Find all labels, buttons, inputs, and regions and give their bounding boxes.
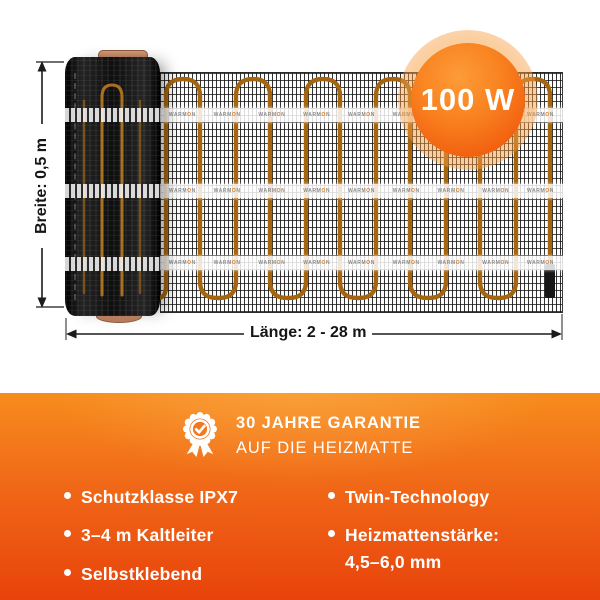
- info-panel: 30 JAHRE GARANTIE AUF DIE HEIZMATTE Schu…: [0, 393, 600, 600]
- tape-brand-text: WARMON: [392, 260, 420, 266]
- tape-brand-text: WARMON: [168, 260, 196, 266]
- feature-item: 3–4 m Kaltleiter: [64, 522, 314, 548]
- tape-brand-text: WARMON: [527, 188, 554, 194]
- feature-item: Heizmattenstärke: 4,5–6,0 mm: [328, 522, 578, 575]
- roll-tape-band: [65, 184, 160, 198]
- feature-item: Selbstklebend: [64, 561, 314, 587]
- bullet-dot-icon: [64, 530, 71, 538]
- tape-brand-text: WARMON: [347, 260, 375, 266]
- tape-brand-text: WARMON: [437, 260, 465, 266]
- tape-brand-text: WARMON: [392, 188, 420, 194]
- length-dimension-label: Länge: 2 - 28 m: [244, 323, 373, 343]
- guarantee-text: 30 JAHRE GARANTIE AUF DIE HEIZMATTE: [236, 414, 421, 458]
- guarantee-block: 30 JAHRE GARANTIE AUF DIE HEIZMATTE: [0, 409, 600, 463]
- tape-brand-text: WARMON: [482, 188, 510, 194]
- tape-brand-text: WARMON: [213, 188, 241, 194]
- tape-brand-text: WARMON: [482, 260, 510, 266]
- power-badge-label: 100 W: [420, 82, 516, 117]
- tape-brand-text: WARMON: [527, 260, 554, 266]
- feature-list-right: Twin-Technology Heizmattenstärke: 4,5–6,0…: [328, 484, 578, 587]
- power-badge: 100 W: [411, 43, 525, 157]
- feature-label: Twin-Technology: [345, 487, 490, 507]
- tape-brand-text: WARMON: [168, 188, 196, 194]
- tape-brand-text: WARMON: [258, 260, 286, 266]
- tape-brand-text: WARMON: [168, 112, 196, 118]
- guarantee-subtitle: AUF DIE HEIZMATTE: [236, 439, 414, 457]
- feature-label: 3–4 m Kaltleiter: [81, 525, 214, 546]
- roll-tape-band: [65, 108, 160, 122]
- tape-brand-text: WARMON: [213, 112, 241, 118]
- tape-brand-text: WARMON: [213, 260, 241, 266]
- feature-label: Schutzklasse IPX7: [81, 487, 239, 507]
- bullet-dot-icon: [64, 568, 71, 576]
- guarantee-seal-icon: [183, 412, 218, 457]
- tape-brand-text: WARMON: [258, 112, 286, 118]
- width-dimension-label: Breite: 0,5 m: [32, 124, 52, 248]
- roll-tape-band: [65, 257, 160, 271]
- feature-item: Schutzklasse IPX7: [64, 484, 314, 510]
- bullet-dot-icon: [328, 492, 335, 499]
- feature-label: Selbstklebend: [81, 563, 203, 584]
- feature-item: Twin-Technology: [328, 484, 578, 510]
- tape-brand-text: WARMON: [437, 188, 465, 194]
- guarantee-title: 30 JAHRE GARANTIE: [236, 414, 421, 432]
- tape-brand-text: WARMON: [303, 112, 331, 118]
- tape-brand-text: WARMON: [303, 188, 331, 194]
- mat-roll: [65, 57, 160, 316]
- tape-brand-text: WARMON: [347, 112, 375, 118]
- mat-tape-band: WARMON WARMON WARMON WARMON WARMON WARMON WARM…: [160, 256, 563, 270]
- feature-list-left: Schutzklasse IPX7 3–4 m Kaltleiter Selbstk…: [64, 484, 314, 599]
- tape-brand-text: WARMON: [347, 188, 375, 194]
- tape-brand-text: WARMON: [303, 260, 331, 266]
- heating-mat-diagram: WARMON WARMON WARMON WARMON WARMON WARMON WARM…: [32, 30, 563, 343]
- bullet-dot-icon: [328, 530, 335, 538]
- mat-tape-band: WARMON WARMON WARMON WARMON WARMON WARMON WARM…: [160, 184, 563, 198]
- tape-brand-text: WARMON: [258, 188, 286, 194]
- feature-label: Heizmattenstärke: 4,5–6,0 mm: [345, 525, 500, 572]
- bullet-dot-icon: [64, 492, 71, 499]
